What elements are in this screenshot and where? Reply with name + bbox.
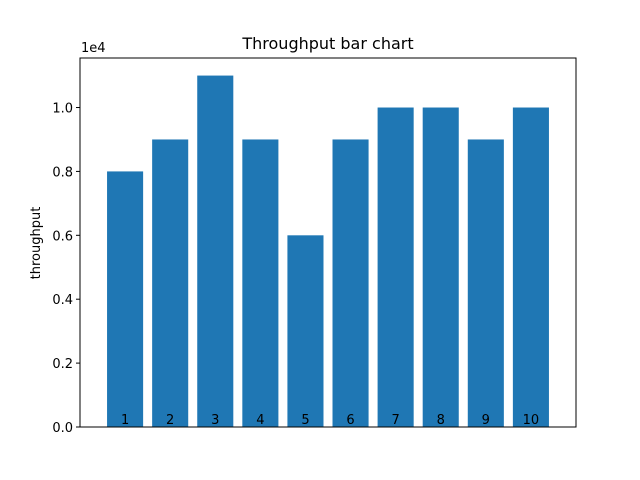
bar-2: [152, 139, 189, 427]
bar-label-1: 1: [121, 413, 129, 428]
bar-label-2: 2: [166, 413, 174, 428]
chart-title: Throughput bar chart: [241, 34, 413, 53]
bar-label-4: 4: [256, 413, 264, 428]
y-tick-label: 0.8: [52, 165, 73, 180]
bar-label-9: 9: [482, 413, 490, 428]
bar-label-5: 5: [301, 413, 309, 428]
y-axis-label: throughput: [29, 207, 44, 280]
bar-1: [107, 171, 144, 427]
bar-label-10: 10: [523, 413, 540, 428]
bar-3: [197, 75, 234, 428]
bars-group: [107, 75, 549, 428]
bar-label-7: 7: [391, 413, 399, 428]
bar-label-6: 6: [346, 413, 354, 428]
bar-labels-group: 1 2 3 4 5 6 7 8 9 10: [121, 413, 539, 428]
y-tick-label: 0.6: [52, 229, 73, 244]
y-axis: 0.0 0.2 0.4 0.6 0.8 1.0: [52, 102, 80, 436]
y-tick-label: 0.2: [52, 357, 73, 372]
bar-9: [467, 139, 504, 427]
bar-7: [377, 107, 414, 428]
bar-label-3: 3: [211, 413, 219, 428]
y-tick-label: 0.0: [52, 421, 73, 436]
bar-label-8: 8: [437, 413, 445, 428]
plot-frame: [79, 57, 577, 428]
bar-5: [287, 235, 324, 427]
bar-10: [512, 107, 549, 428]
bar-8: [422, 107, 459, 428]
bar-4: [242, 139, 279, 427]
y-tick-label: 0.4: [52, 293, 73, 308]
y-axis-offset-text: 1e4: [81, 41, 106, 56]
y-tick-label: 1.0: [52, 102, 73, 117]
bar-6: [332, 139, 369, 427]
